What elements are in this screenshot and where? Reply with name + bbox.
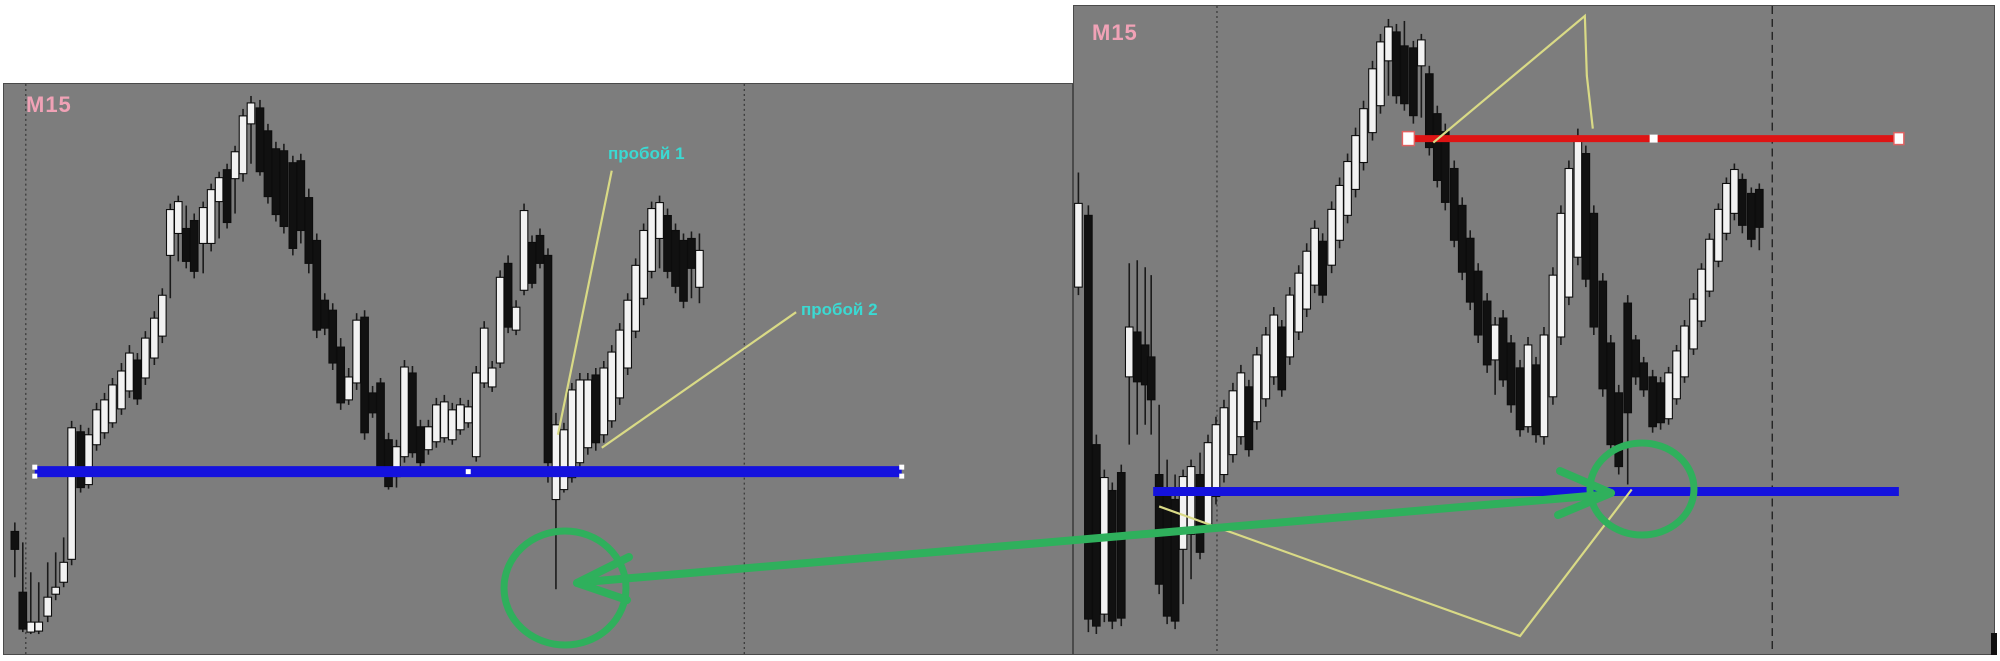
- breakout-2-label: пробой 2: [801, 300, 878, 319]
- resistance-line[interactable]: [1401, 130, 1905, 147]
- support-line[interactable]: [32, 464, 905, 479]
- breakout-1-label: пробой 1: [608, 144, 685, 163]
- yellow-pointer-lines: [556, 170, 797, 449]
- corner-mark: [1991, 633, 1997, 655]
- chart-panel-after[interactable]: M15: [1073, 5, 1995, 655]
- candles: [1074, 18, 1764, 635]
- chart-canvas-before[interactable]: [4, 84, 1072, 654]
- chart-canvas-after[interactable]: [1074, 6, 1994, 654]
- timeframe-label: M15: [26, 92, 72, 117]
- candles: [10, 95, 704, 635]
- timeframe-label: M15: [1092, 20, 1138, 45]
- chart-panel-before[interactable]: M15 пробой 1 пробой 2: [3, 83, 1073, 655]
